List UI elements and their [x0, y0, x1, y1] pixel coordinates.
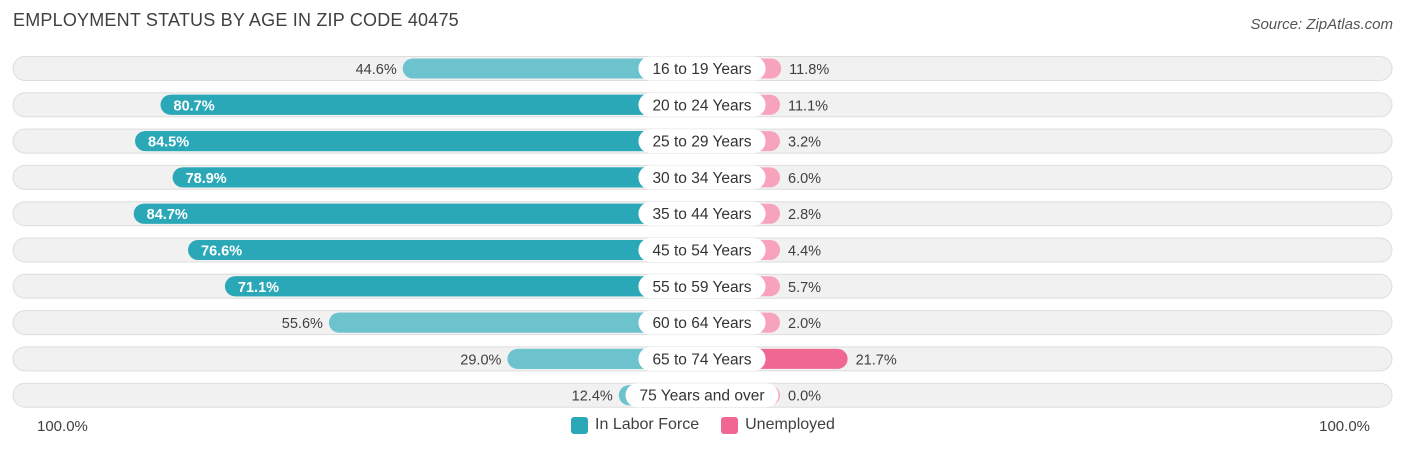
category-pill	[638, 201, 766, 226]
category-pill	[638, 346, 766, 371]
category-pill	[638, 129, 766, 154]
category-label: 35 to 44 Years	[652, 206, 751, 223]
bar-labor-force-join	[338, 312, 702, 333]
bar-labor-force-join	[170, 94, 703, 115]
legend-swatch-labor-force	[571, 416, 589, 434]
bar-labor-force-join	[198, 240, 702, 260]
chart-title: EMPLOYMENT STATUS BY AGE IN ZIP CODE 404…	[13, 10, 459, 30]
category-pill	[638, 92, 766, 117]
value-label-labor-force: 84.5%	[148, 135, 189, 151]
source-label: Source: ZipAtlas.com	[1250, 16, 1393, 33]
bar-labor-force-join	[412, 58, 702, 79]
chart-row: 80.7% 11.1% 20 to 24 Years	[12, 92, 1393, 118]
value-label-labor-force: 78.9%	[186, 171, 227, 187]
chart-row: 12.4% 0.0% 75 Years and over	[12, 382, 1393, 408]
legend-label-unemployed: Unemployed	[745, 416, 835, 433]
value-label-unemployed: 0.0%	[788, 389, 821, 405]
value-label-unemployed: 11.1%	[788, 98, 828, 114]
category-pill	[638, 238, 766, 262]
chart-row: 71.1% 5.7% 55 to 59 Years	[12, 273, 1393, 299]
value-label-unemployed: 11.8%	[789, 62, 829, 78]
value-label-labor-force: 84.7%	[147, 207, 188, 223]
value-label-labor-force: 29.0%	[460, 352, 501, 368]
value-label-labor-force: 55.6%	[282, 316, 323, 332]
value-label-unemployed: 2.8%	[788, 207, 821, 223]
category-pill	[638, 274, 766, 299]
category-label: 45 to 54 Years	[652, 243, 751, 260]
category-pill	[638, 56, 766, 81]
value-label-labor-force: 76.6%	[201, 244, 242, 260]
category-label: 25 to 29 Years	[652, 134, 751, 151]
bar-labor-force-join	[182, 167, 702, 188]
bar-labor-force-join	[145, 131, 702, 152]
value-label-unemployed: 21.7%	[856, 352, 897, 368]
chart-row: 78.9% 6.0% 30 to 34 Years	[12, 164, 1393, 190]
legend-item-labor-force[interactable]: In Labor Force	[571, 416, 699, 434]
bar-labor-force-join	[143, 203, 703, 224]
category-label: 60 to 64 Years	[652, 315, 751, 332]
category-label: 30 to 34 Years	[652, 170, 751, 187]
axis-left-label: 100.0%	[37, 418, 88, 435]
chart-row: 84.5% 3.2% 25 to 29 Years	[12, 128, 1393, 154]
value-label-labor-force: 44.6%	[356, 62, 397, 78]
category-label: 16 to 19 Years	[652, 61, 751, 78]
category-pill	[638, 165, 766, 190]
bar-labor-force-join	[234, 276, 702, 297]
category-pill	[638, 310, 766, 335]
value-label-labor-force: 80.7%	[174, 98, 215, 114]
category-label: 55 to 59 Years	[652, 279, 751, 296]
axis-right-label: 100.0%	[1319, 418, 1370, 435]
category-label: 65 to 74 Years	[652, 351, 751, 368]
chart-row: 84.7% 2.8% 35 to 44 Years	[12, 201, 1393, 227]
chart-row: 29.0% 21.7% 65 to 74 Years	[12, 346, 1393, 372]
value-label-unemployed: 2.0%	[788, 316, 821, 332]
category-pill	[625, 383, 779, 408]
category-label: 20 to 24 Years	[652, 97, 751, 114]
category-label: 75 Years and over	[640, 388, 765, 405]
legend-swatch-unemployed	[721, 416, 739, 434]
value-label-labor-force: 71.1%	[238, 280, 279, 296]
value-label-labor-force: 12.4%	[572, 389, 613, 405]
chart-row: 55.6% 2.0% 60 to 64 Years	[12, 310, 1393, 336]
value-label-unemployed: 5.7%	[788, 280, 821, 296]
legend: In Labor Force Unemployed	[0, 416, 1406, 434]
value-label-unemployed: 6.0%	[788, 171, 821, 187]
legend-label-labor-force: In Labor Force	[595, 416, 700, 433]
value-label-unemployed: 3.2%	[788, 135, 821, 151]
chart-row: 44.6% 11.8% 16 to 19 Years	[12, 56, 1393, 81]
legend-item-unemployed[interactable]: Unemployed	[721, 416, 835, 434]
chart-row: 76.6% 4.4% 45 to 54 Years	[12, 237, 1393, 263]
value-label-unemployed: 4.4%	[788, 244, 821, 260]
